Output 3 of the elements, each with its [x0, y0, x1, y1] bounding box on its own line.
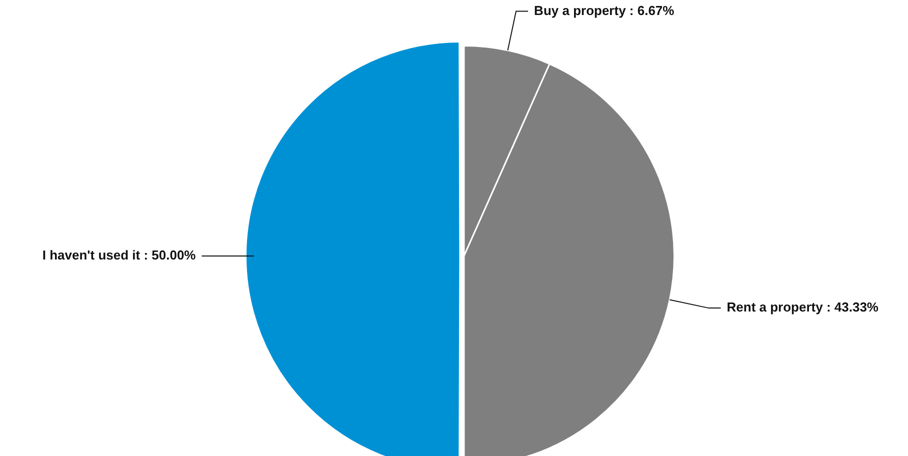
slice-label: Buy a property : 6.67%	[534, 2, 675, 18]
slice-label: I haven't used it : 50.00%	[42, 248, 196, 263]
slice-label: Rent a property : 43.33%	[726, 300, 879, 315]
